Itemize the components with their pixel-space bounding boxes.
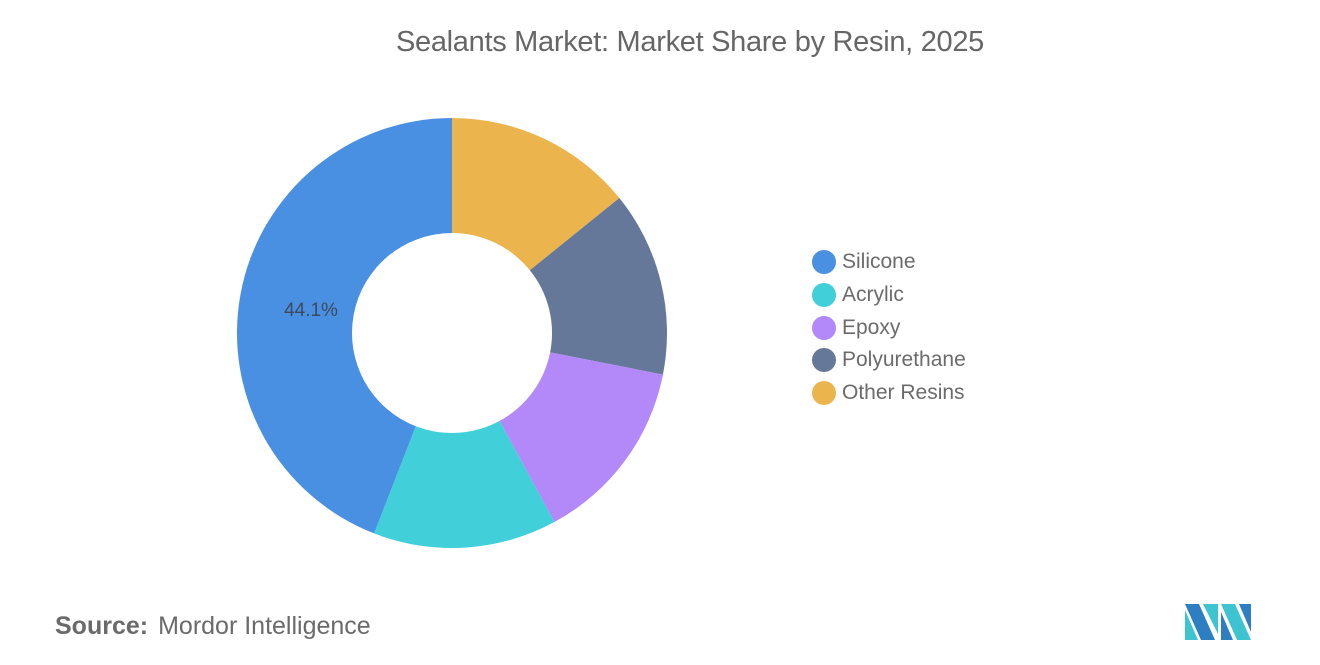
legend-label: Acrylic bbox=[842, 283, 904, 307]
source-value: Mordor Intelligence bbox=[158, 612, 371, 640]
legend-label: Polyurethane bbox=[842, 348, 966, 372]
legend-swatch-icon bbox=[812, 381, 836, 406]
slice-silicone[interactable] bbox=[237, 118, 452, 534]
legend-swatch-icon bbox=[812, 250, 836, 275]
legend-swatch-icon bbox=[812, 315, 836, 340]
slice-acrylic[interactable] bbox=[374, 420, 555, 548]
slice-data-label: 44.1% bbox=[284, 300, 338, 321]
legend-item-silicone[interactable]: Silicone bbox=[812, 246, 966, 279]
slice-other-resins[interactable] bbox=[452, 118, 620, 271]
slice-polyurethane[interactable] bbox=[529, 198, 667, 375]
legend-swatch-icon bbox=[812, 348, 836, 373]
source-note: Source: Mordor Intelligence bbox=[55, 612, 371, 641]
mordor-intelligence-logo-icon bbox=[1185, 604, 1251, 640]
legend-label: Other Resins bbox=[842, 381, 965, 405]
donut-slices bbox=[237, 118, 667, 548]
slice-epoxy[interactable] bbox=[499, 352, 663, 523]
legend-item-acrylic[interactable]: Acrylic bbox=[812, 279, 966, 312]
legend-label: Silicone bbox=[842, 250, 916, 274]
legend-label: Epoxy bbox=[842, 315, 901, 339]
legend-swatch-icon bbox=[812, 283, 836, 308]
legend-item-other-resins[interactable]: Other Resins bbox=[812, 377, 966, 410]
chart-title: Sealants Market: Market Share by Resin, … bbox=[395, 26, 985, 58]
legend-item-epoxy[interactable]: Epoxy bbox=[812, 311, 966, 344]
legend-item-polyurethane[interactable]: Polyurethane bbox=[812, 344, 966, 377]
chart-legend: Silicone Acrylic Epoxy Polyurethane Othe… bbox=[812, 246, 966, 409]
source-label: Source: bbox=[55, 612, 149, 640]
